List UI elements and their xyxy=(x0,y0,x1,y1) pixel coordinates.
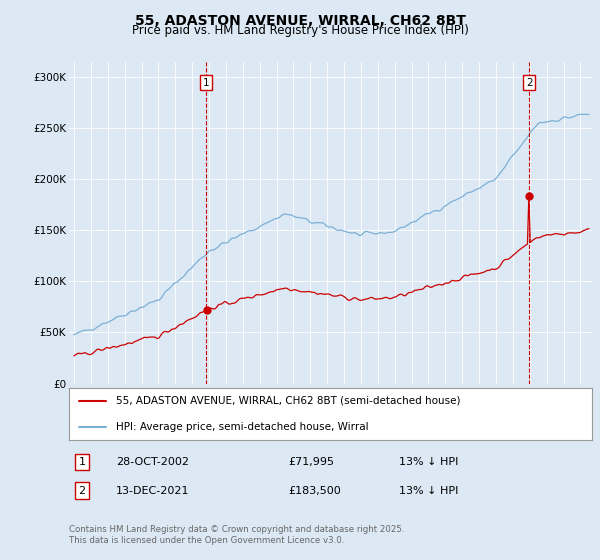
Text: Price paid vs. HM Land Registry's House Price Index (HPI): Price paid vs. HM Land Registry's House … xyxy=(131,24,469,37)
Text: £71,995: £71,995 xyxy=(289,457,335,467)
Text: Contains HM Land Registry data © Crown copyright and database right 2025.
This d: Contains HM Land Registry data © Crown c… xyxy=(69,525,404,545)
Text: £183,500: £183,500 xyxy=(289,486,341,496)
Text: 28-OCT-2002: 28-OCT-2002 xyxy=(116,457,189,467)
Text: 1: 1 xyxy=(203,78,209,88)
Text: 13-DEC-2021: 13-DEC-2021 xyxy=(116,486,190,496)
Text: 2: 2 xyxy=(79,486,86,496)
Text: HPI: Average price, semi-detached house, Wirral: HPI: Average price, semi-detached house,… xyxy=(116,422,369,432)
Text: 13% ↓ HPI: 13% ↓ HPI xyxy=(398,457,458,467)
Text: 2: 2 xyxy=(526,78,532,88)
Text: 55, ADASTON AVENUE, WIRRAL, CH62 8BT (semi-detached house): 55, ADASTON AVENUE, WIRRAL, CH62 8BT (se… xyxy=(116,396,461,406)
Text: 55, ADASTON AVENUE, WIRRAL, CH62 8BT: 55, ADASTON AVENUE, WIRRAL, CH62 8BT xyxy=(134,14,466,28)
Text: 1: 1 xyxy=(79,457,86,467)
Text: 13% ↓ HPI: 13% ↓ HPI xyxy=(398,486,458,496)
